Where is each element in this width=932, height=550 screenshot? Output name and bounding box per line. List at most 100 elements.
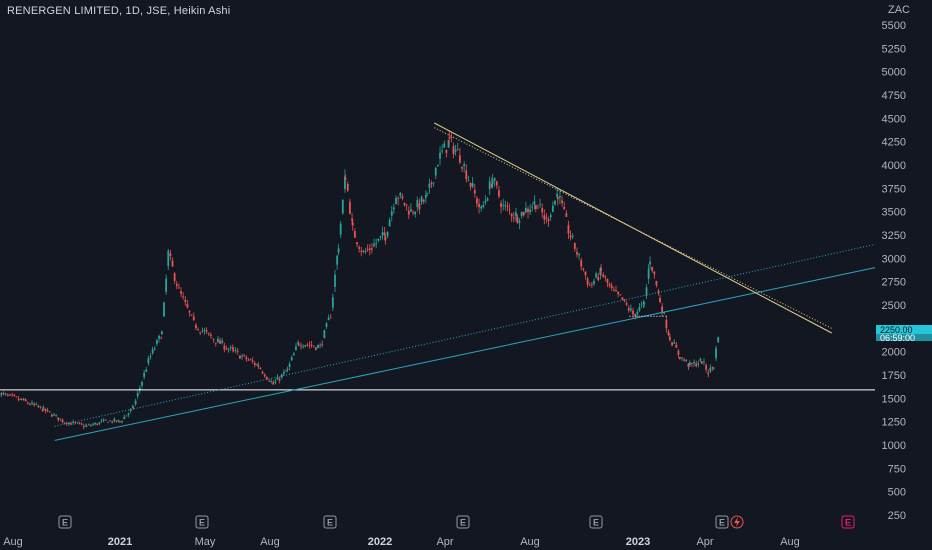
candle-body <box>209 334 212 336</box>
candle-body <box>467 180 470 182</box>
candle-body <box>331 297 334 308</box>
candle-body <box>366 249 369 251</box>
candle-body <box>476 198 478 204</box>
candle-body <box>153 348 156 350</box>
candle-body <box>169 253 172 257</box>
candle-body <box>606 278 609 283</box>
earnings-marker[interactable]: E <box>456 515 470 529</box>
candle-body <box>186 303 189 308</box>
candle-body <box>17 398 20 400</box>
candle-body <box>522 212 525 216</box>
candle-body <box>225 348 228 350</box>
lightning-icon[interactable] <box>730 515 744 529</box>
last-price-value: 2250.00 <box>880 325 913 335</box>
candle-body <box>210 337 213 339</box>
candle-body <box>602 274 605 277</box>
trendline[interactable] <box>434 127 832 329</box>
candle-body <box>447 140 450 148</box>
trendline[interactable] <box>54 267 876 441</box>
price-tick-label: 1250 <box>882 417 906 429</box>
price-tick-label: 5000 <box>882 67 906 79</box>
candle-body <box>292 353 295 356</box>
price-tick-label: 750 <box>888 463 906 475</box>
candle-body <box>141 381 143 386</box>
candle-body <box>232 349 235 351</box>
candle-body <box>545 217 548 219</box>
candle-body <box>584 271 587 276</box>
earnings-marker[interactable]: E <box>841 515 855 529</box>
candle-body <box>337 248 340 253</box>
candle-body <box>239 355 241 359</box>
earnings-marker[interactable]: E <box>323 515 337 529</box>
candle-body <box>358 247 361 249</box>
candle-body <box>645 287 648 296</box>
candle-body <box>70 423 72 425</box>
candle-body <box>249 359 252 361</box>
candle-body <box>371 248 373 250</box>
candle-body <box>341 200 344 214</box>
candle-body <box>488 181 491 190</box>
price-tick-label: 1500 <box>882 393 906 405</box>
candle-body <box>469 182 472 187</box>
price-tick-label: 3500 <box>882 207 906 219</box>
candle-body <box>490 183 493 188</box>
candle-body <box>379 236 382 238</box>
candle-body <box>290 357 293 361</box>
candle-body <box>383 232 386 236</box>
candle-body <box>625 303 628 305</box>
price-tick-label: 1750 <box>882 370 906 382</box>
candle-body <box>117 420 120 421</box>
earnings-marker[interactable]: E <box>58 515 72 529</box>
candle-body <box>691 362 693 364</box>
candle-body <box>329 317 332 319</box>
candle-body <box>39 406 42 408</box>
candle-body <box>278 379 281 381</box>
candle-body <box>578 253 581 256</box>
candle-body <box>397 197 400 199</box>
candle-body <box>484 200 487 203</box>
candle-body <box>556 196 559 200</box>
candle-body <box>518 220 521 223</box>
candle-body <box>416 199 419 208</box>
earnings-marker[interactable]: E <box>589 515 603 529</box>
candle-body <box>510 213 513 217</box>
candle-body <box>424 194 427 198</box>
price-axis[interactable]: 2505007501000125015001750200022502500275… <box>882 20 906 522</box>
candle-body <box>491 179 494 184</box>
candle-body <box>599 268 602 275</box>
candle-body <box>638 307 641 311</box>
candle-body <box>197 329 199 331</box>
candle-body <box>515 212 517 217</box>
candle-body <box>272 382 275 385</box>
candle-body <box>107 421 109 423</box>
currency-label: ZAC <box>888 4 910 16</box>
candle-body <box>104 419 107 421</box>
time-axis[interactable]: Aug 2021 May Aug 2022 Apr Aug 2023 Apr Aug <box>3 536 800 548</box>
candle-body <box>567 225 570 234</box>
candle-body <box>109 420 111 422</box>
candle-body <box>297 343 300 345</box>
candle-body <box>163 302 165 317</box>
earnings-marker[interactable]: E <box>715 515 729 529</box>
candle-body <box>502 204 505 206</box>
candle-body <box>61 419 64 422</box>
trendline[interactable] <box>54 243 876 427</box>
price-tick-label: 5250 <box>882 43 906 55</box>
candle-body <box>543 215 546 220</box>
candle-body <box>705 365 708 370</box>
candle-body <box>456 149 459 151</box>
time-tick-label: Apr <box>436 536 453 548</box>
candle-body <box>428 183 431 188</box>
candle-body <box>321 344 324 345</box>
candle-body <box>177 287 180 289</box>
candle-body <box>699 358 702 361</box>
candle-body <box>667 331 670 335</box>
candle-body <box>643 303 646 304</box>
earnings-marker[interactable]: E <box>195 515 209 529</box>
candle-body <box>593 281 595 284</box>
candle-body <box>604 276 607 278</box>
candle-body <box>229 347 232 348</box>
candle-body <box>443 143 446 148</box>
